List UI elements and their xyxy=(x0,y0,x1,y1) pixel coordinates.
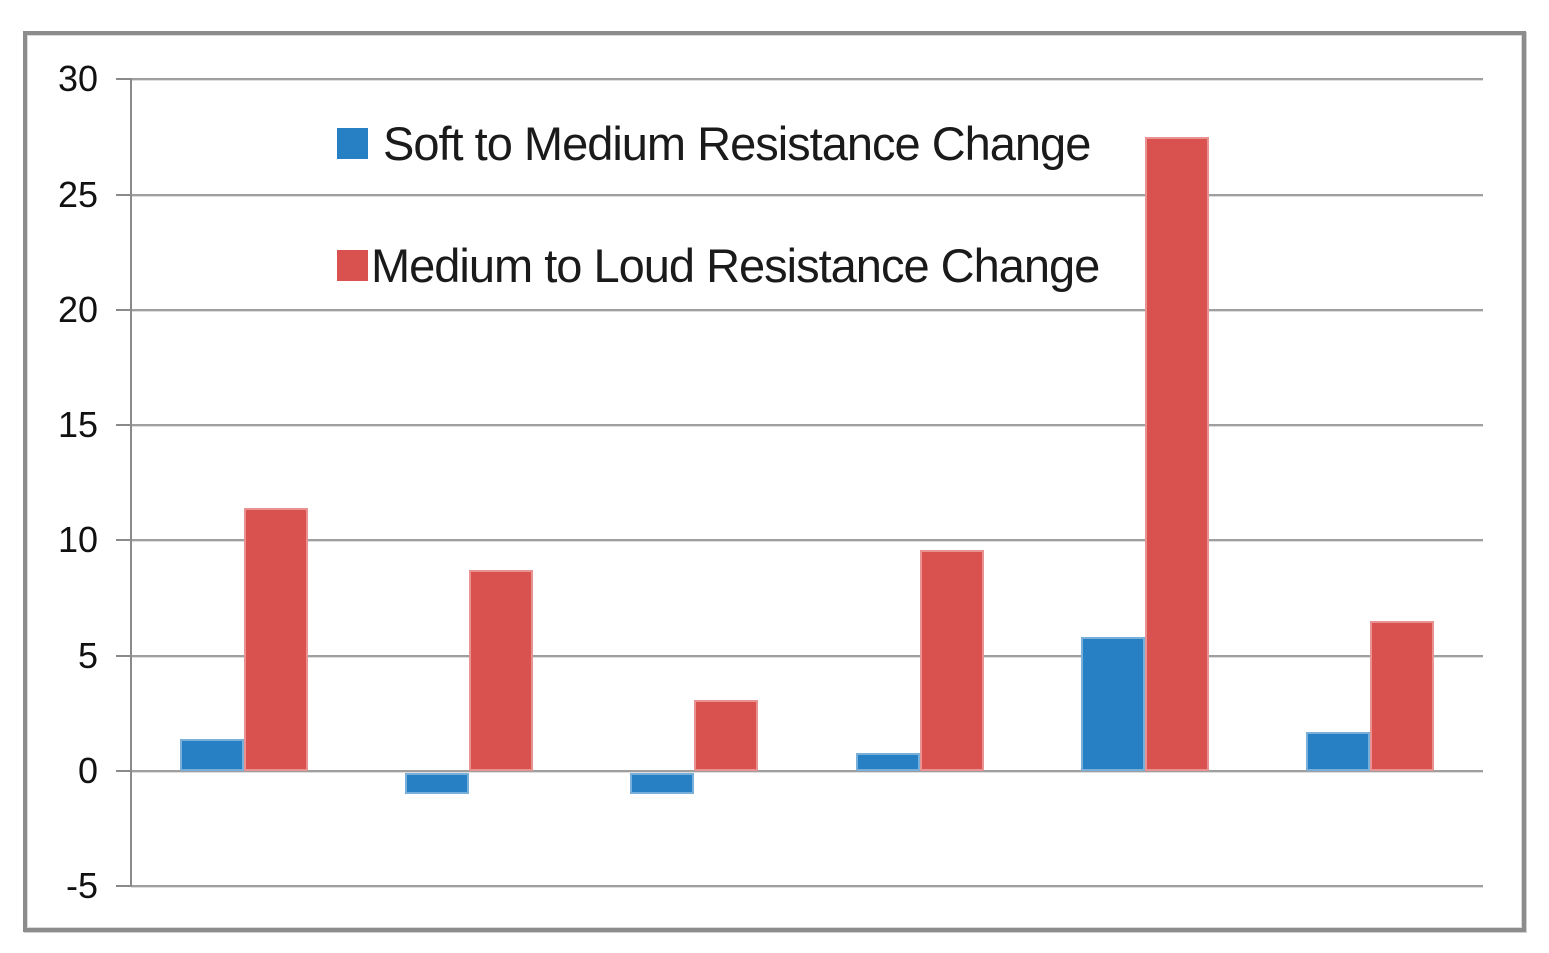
y-tick-label-20: 20 xyxy=(57,289,98,330)
y-tick-25 xyxy=(116,194,131,196)
gridline-5 xyxy=(131,655,1483,657)
gridline-10 xyxy=(131,539,1483,541)
bar-soft-to-medium-group-3 xyxy=(630,773,694,794)
y-tick-label-5: 5 xyxy=(77,635,98,676)
bar-medium-to-loud-group-1 xyxy=(244,508,308,771)
y-tick-label-10: 10 xyxy=(57,519,98,560)
y-tick-label-0: 0 xyxy=(77,750,98,791)
bar-medium-to-loud-group-5 xyxy=(1145,137,1209,771)
legend-label-medium-to-loud: Medium to Loud Resistance Change xyxy=(371,239,1100,292)
y-tick-label-15: 15 xyxy=(57,404,98,445)
bar-soft-to-medium-group-6 xyxy=(1306,732,1370,771)
gridline--5 xyxy=(131,885,1483,887)
y-tick-5 xyxy=(116,655,131,657)
legend-swatch-medium-to-loud xyxy=(337,250,368,281)
y-tick-15 xyxy=(116,424,131,426)
chart-frame xyxy=(23,31,1526,932)
bar-soft-to-medium-group-5 xyxy=(1081,637,1145,771)
legend-item-medium-to-loud: Medium to Loud Resistance Change xyxy=(337,239,1100,292)
y-tick--5 xyxy=(116,885,131,887)
bar-medium-to-loud-group-4 xyxy=(920,550,984,771)
gridline-30 xyxy=(131,78,1483,80)
y-tick-label-25: 25 xyxy=(57,174,98,215)
legend-swatch-soft-to-medium xyxy=(337,127,368,159)
bar-medium-to-loud-group-2 xyxy=(469,570,533,771)
gridline-25 xyxy=(131,194,1483,196)
y-tick-label--5: -5 xyxy=(65,865,98,906)
y-axis-line xyxy=(130,78,132,887)
gridline-0 xyxy=(131,770,1483,772)
bar-soft-to-medium-group-4 xyxy=(856,753,920,771)
y-tick-label-30: 30 xyxy=(57,58,98,99)
bar-soft-to-medium-group-1 xyxy=(180,739,244,771)
gridline-20 xyxy=(131,309,1483,311)
y-tick-0 xyxy=(116,770,131,772)
gridline-15 xyxy=(131,424,1483,426)
legend-label-soft-to-medium: Soft to Medium Resistance Change xyxy=(383,116,1091,170)
y-tick-30 xyxy=(116,78,131,80)
bar-medium-to-loud-group-3 xyxy=(694,700,758,771)
legend-item-soft-to-medium: Soft to Medium Resistance Change xyxy=(337,116,1091,170)
y-tick-10 xyxy=(116,539,131,541)
bar-medium-to-loud-group-6 xyxy=(1370,621,1434,771)
bar-soft-to-medium-group-2 xyxy=(405,773,469,794)
y-tick-20 xyxy=(116,309,131,311)
